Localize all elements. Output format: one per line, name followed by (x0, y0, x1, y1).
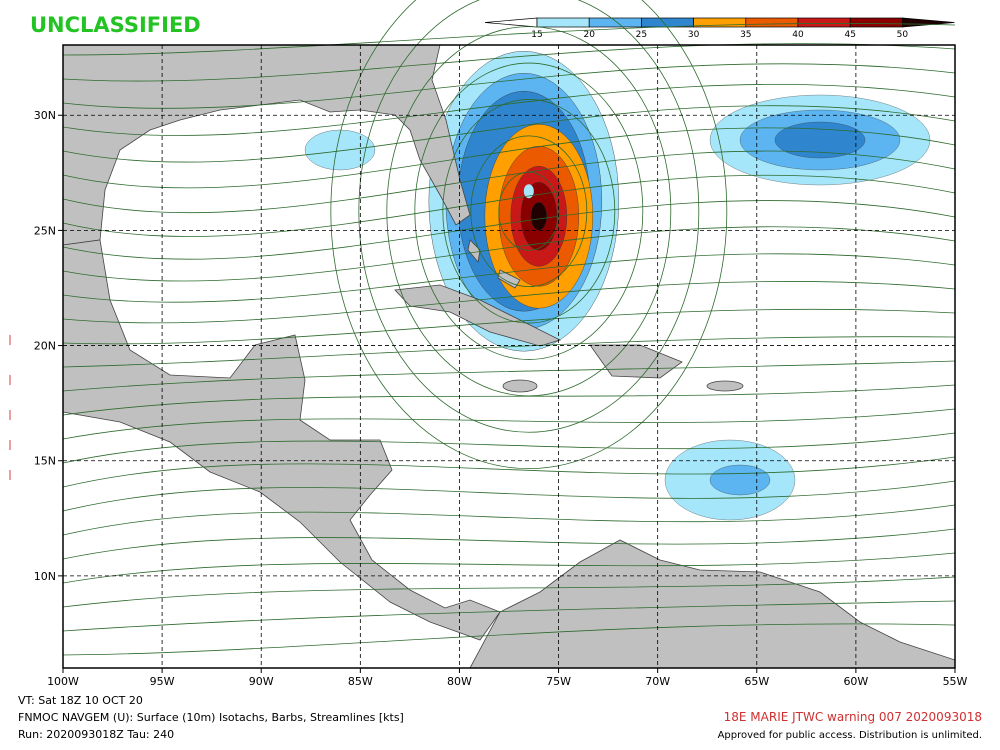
lon-label: 95W (150, 675, 175, 688)
bahamas (467, 239, 521, 289)
streamline (62, 480, 956, 512)
isotach (304, 129, 376, 171)
lat-label: 10N (34, 570, 56, 583)
streamline (62, 308, 956, 345)
colorbar-cap-high (902, 17, 955, 28)
streamline (62, 432, 956, 464)
run: Run: 2020093018Z Tau: 240 (18, 728, 174, 741)
colorbar-label: 45 (844, 30, 855, 40)
streamline (62, 174, 956, 237)
south-america (469, 539, 956, 669)
map-frame (62, 44, 956, 669)
classification: UNCLASSIFIED (30, 13, 201, 37)
colorbar-label: 40 (792, 30, 804, 40)
streamline (442, 99, 616, 324)
lon-label: 70W (645, 675, 670, 688)
streamline (62, 105, 956, 163)
lon-label: 65W (744, 675, 769, 688)
distribution: Approved for public access. Distribution… (718, 730, 982, 741)
streamline (62, 552, 956, 584)
puerto-rico (706, 380, 744, 392)
colorbar-label: 15 (531, 30, 542, 40)
streamline (62, 576, 956, 608)
streamline (62, 384, 956, 416)
isotach-eye (523, 184, 534, 199)
streamline (62, 150, 956, 214)
isotach (530, 202, 548, 231)
colorbar-label: 25 (636, 30, 647, 40)
isotach (709, 464, 771, 496)
colorbar-segment (536, 17, 590, 28)
lat-label: 30N (34, 109, 56, 122)
jamaica (502, 379, 538, 393)
colorbar-segment (588, 17, 642, 28)
mexico-central-america (62, 239, 501, 641)
streamline (62, 456, 956, 488)
colorbar-segment (641, 17, 694, 28)
lon-label: 90W (249, 675, 274, 688)
streamline (470, 135, 588, 288)
storm-info: 18E MARIE JTWC warning 007 2020093018 (724, 710, 982, 724)
streamline (62, 504, 956, 536)
streamline (62, 280, 956, 324)
streamline (358, 0, 700, 433)
lon-label: 85W (348, 675, 373, 688)
streamline (62, 360, 956, 392)
valid-time: VT: Sat 18Z 10 OCT 20 (18, 694, 143, 707)
colorbar-label: 50 (897, 30, 909, 40)
streamline (62, 528, 956, 560)
product: FNMOC NAVGEM (U): Surface (10m) Isotachs… (18, 711, 404, 724)
streamline (62, 63, 956, 109)
streamline (498, 171, 560, 251)
streamline (62, 43, 956, 82)
lon-label: 75W (546, 675, 571, 688)
land (62, 44, 956, 669)
isotach (774, 121, 866, 159)
colorbar-segment (745, 17, 799, 28)
streamline (330, 0, 728, 469)
colorbar-label: 30 (688, 30, 700, 40)
colorbar-segment (849, 17, 903, 28)
streamline (62, 253, 956, 303)
colorbar-cap-low (484, 17, 538, 28)
streamline (62, 226, 956, 282)
cuba (394, 284, 562, 347)
streamlines (62, 0, 956, 656)
colorbar: 15 20 25 30 35 40 45 50 (484, 17, 955, 40)
streamline (62, 84, 956, 136)
streamline (62, 623, 956, 656)
streamline (62, 336, 956, 368)
colorbar-segment (797, 17, 851, 28)
streamline (62, 200, 956, 260)
streamline (62, 23, 956, 56)
streamline (62, 600, 956, 632)
lon-label: 100W (47, 675, 79, 688)
lat-label: 20N (34, 340, 56, 353)
lon-label: 60W (843, 675, 868, 688)
colorbar-label: 35 (740, 30, 751, 40)
lon-label: 55W (943, 675, 968, 688)
streamline (386, 26, 672, 397)
streamline (62, 127, 956, 189)
lat-label: 25N (34, 224, 56, 237)
streamline (414, 62, 644, 360)
colorbar-label: 20 (583, 30, 595, 40)
lon-label: 80W (447, 675, 472, 688)
lat-label: 15N (34, 455, 56, 468)
